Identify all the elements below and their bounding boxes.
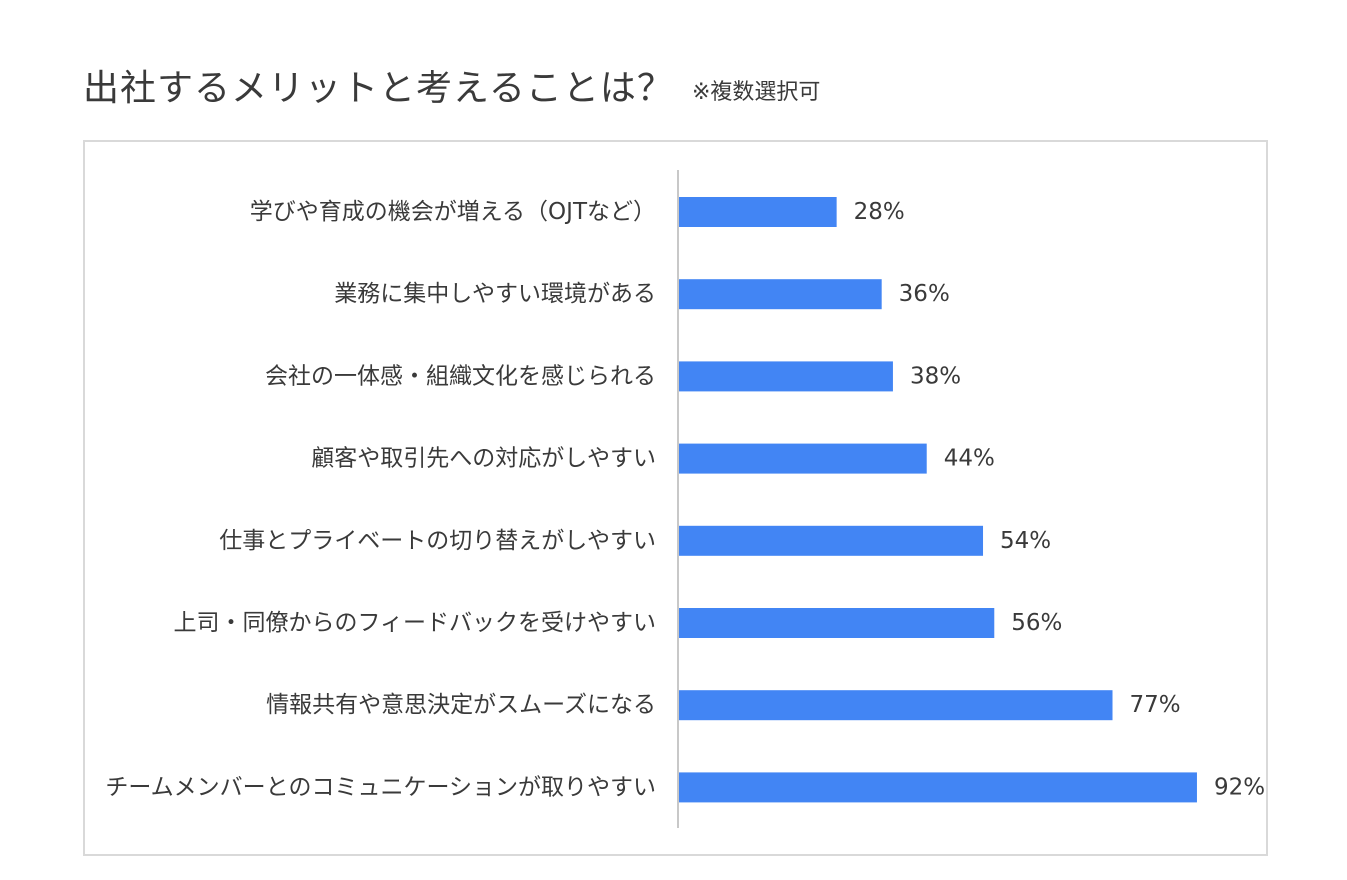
- data-label: 28%: [854, 199, 905, 225]
- data-label: 44%: [944, 446, 995, 472]
- data-label: 56%: [1011, 610, 1062, 636]
- bar: [679, 443, 927, 474]
- data-label: 36%: [899, 281, 950, 307]
- category-label: 業務に集中しやすい環境がある: [334, 281, 656, 307]
- data-label: 77%: [1130, 692, 1181, 718]
- category-label: 上司・同僚からのフィードバックを受けやすい: [173, 610, 656, 636]
- bar: [679, 279, 882, 310]
- category-label: 学びや育成の機会が増える（OJTなど）: [250, 199, 656, 225]
- category-label: チームメンバーとのコミュニケーションが取りやすい: [105, 774, 656, 800]
- data-label: 92%: [1214, 774, 1265, 800]
- chart-frame: [83, 140, 1268, 856]
- data-label: 54%: [1000, 528, 1051, 554]
- bar: [679, 772, 1197, 803]
- chart-title: 出社するメリットと考えることは？: [83, 68, 674, 109]
- bar: [679, 690, 1113, 721]
- category-label: 仕事とプライベートの切り替えがしやすい: [219, 528, 656, 554]
- chart-note: ※複数選択可: [692, 80, 821, 105]
- bar: [679, 197, 837, 227]
- bar: [679, 361, 893, 392]
- category-label: 会社の一体感・組織文化を感じられる: [265, 363, 656, 389]
- bar: [679, 525, 984, 556]
- bar: [679, 608, 995, 638]
- data-label: 38%: [910, 363, 961, 389]
- category-label: 顧客や取引先への対応がしやすい: [311, 446, 656, 472]
- category-label: 情報共有や意思決定がスムーズになる: [266, 692, 656, 718]
